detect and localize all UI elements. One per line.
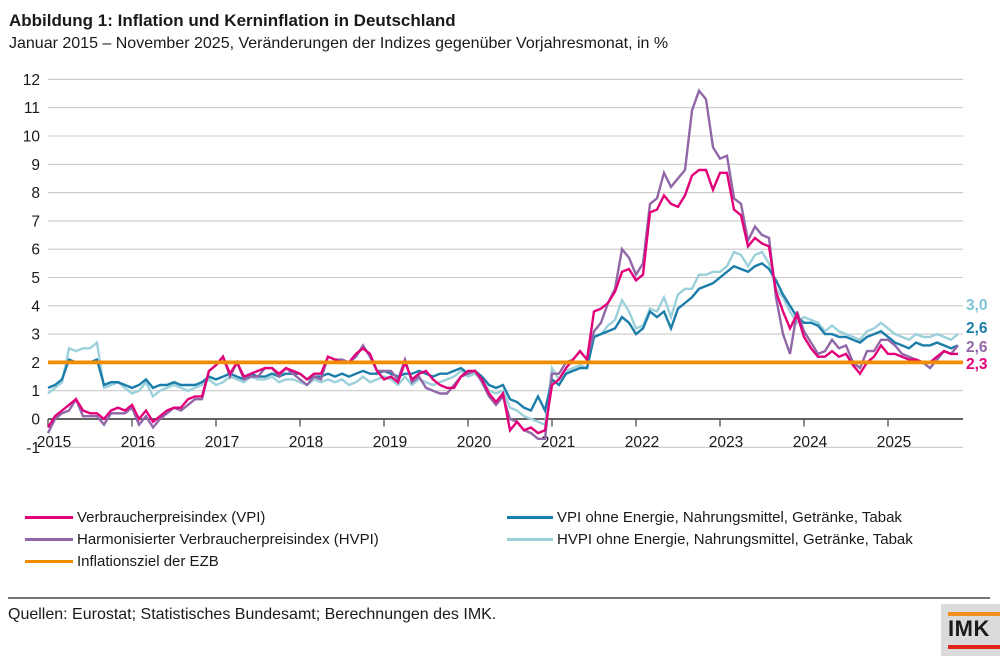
legend-item-vpi: Verbraucherpreisindex (VPI) [77, 509, 266, 526]
svg-text:6: 6 [31, 242, 40, 259]
svg-text:2,6: 2,6 [966, 320, 988, 337]
svg-text:3,0: 3,0 [966, 297, 988, 314]
svg-text:2016: 2016 [121, 434, 155, 451]
footer-divider [8, 597, 990, 599]
svg-text:2015: 2015 [37, 434, 71, 451]
source-note: Quellen: Eurostat; Statistisches Bundesa… [8, 606, 497, 623]
legend-item-ezb-target: Inflationsziel der EZB [77, 553, 219, 570]
svg-text:4: 4 [31, 298, 40, 315]
svg-text:11: 11 [24, 100, 40, 117]
svg-text:7: 7 [31, 213, 40, 230]
legend-swatch-hvpi-core [507, 538, 553, 541]
imk-logo-text: IMK [948, 616, 990, 641]
svg-text:2018: 2018 [289, 434, 323, 451]
legend-swatch-ezb-target [25, 560, 73, 563]
legend-item-hvpi: Harmonisierter Verbraucherpreisindex (HV… [77, 531, 379, 548]
imk-logo-red-bar [948, 645, 1000, 649]
svg-text:2,6: 2,6 [966, 339, 988, 356]
svg-text:2022: 2022 [625, 434, 659, 451]
legend-item-hvpi-core: HVPI ohne Energie, Nahrungsmittel, Geträ… [557, 531, 913, 548]
svg-text:2019: 2019 [373, 434, 407, 451]
svg-text:10: 10 [23, 129, 41, 146]
svg-text:12: 12 [23, 72, 40, 89]
legend-swatch-vpi [25, 516, 73, 519]
svg-text:2017: 2017 [205, 434, 239, 451]
svg-text:2020: 2020 [457, 434, 492, 451]
imk-logo: IMK [941, 604, 1000, 656]
figure-subtitle: Januar 2015 – November 2025, Veränderung… [9, 35, 669, 52]
imk-logo-orange-bar [948, 612, 1000, 616]
svg-text:8: 8 [31, 185, 40, 202]
legend-item-vpi-core: VPI ohne Energie, Nahrungsmittel, Geträn… [557, 509, 902, 526]
svg-text:2021: 2021 [541, 434, 575, 451]
legend-swatch-vpi-core [507, 516, 553, 519]
figure-title: Abbildung 1: Inflation und Kerninflation… [9, 11, 456, 30]
svg-text:3: 3 [31, 327, 40, 344]
line-chart: 2015 2016 2017 2018 2019 2020 2021 2022 2023 2024… [23, 72, 988, 457]
svg-text:2025: 2025 [877, 434, 911, 451]
svg-text:2023: 2023 [709, 434, 743, 451]
svg-text:1: 1 [31, 383, 40, 400]
svg-text:-1: -1 [26, 440, 40, 457]
svg-text:9: 9 [31, 157, 40, 174]
legend-swatch-hvpi [25, 538, 73, 541]
svg-text:5: 5 [31, 270, 40, 287]
svg-text:0: 0 [31, 412, 40, 429]
svg-text:2024: 2024 [793, 434, 828, 451]
svg-text:2,3: 2,3 [966, 356, 988, 373]
svg-text:2: 2 [31, 355, 40, 372]
